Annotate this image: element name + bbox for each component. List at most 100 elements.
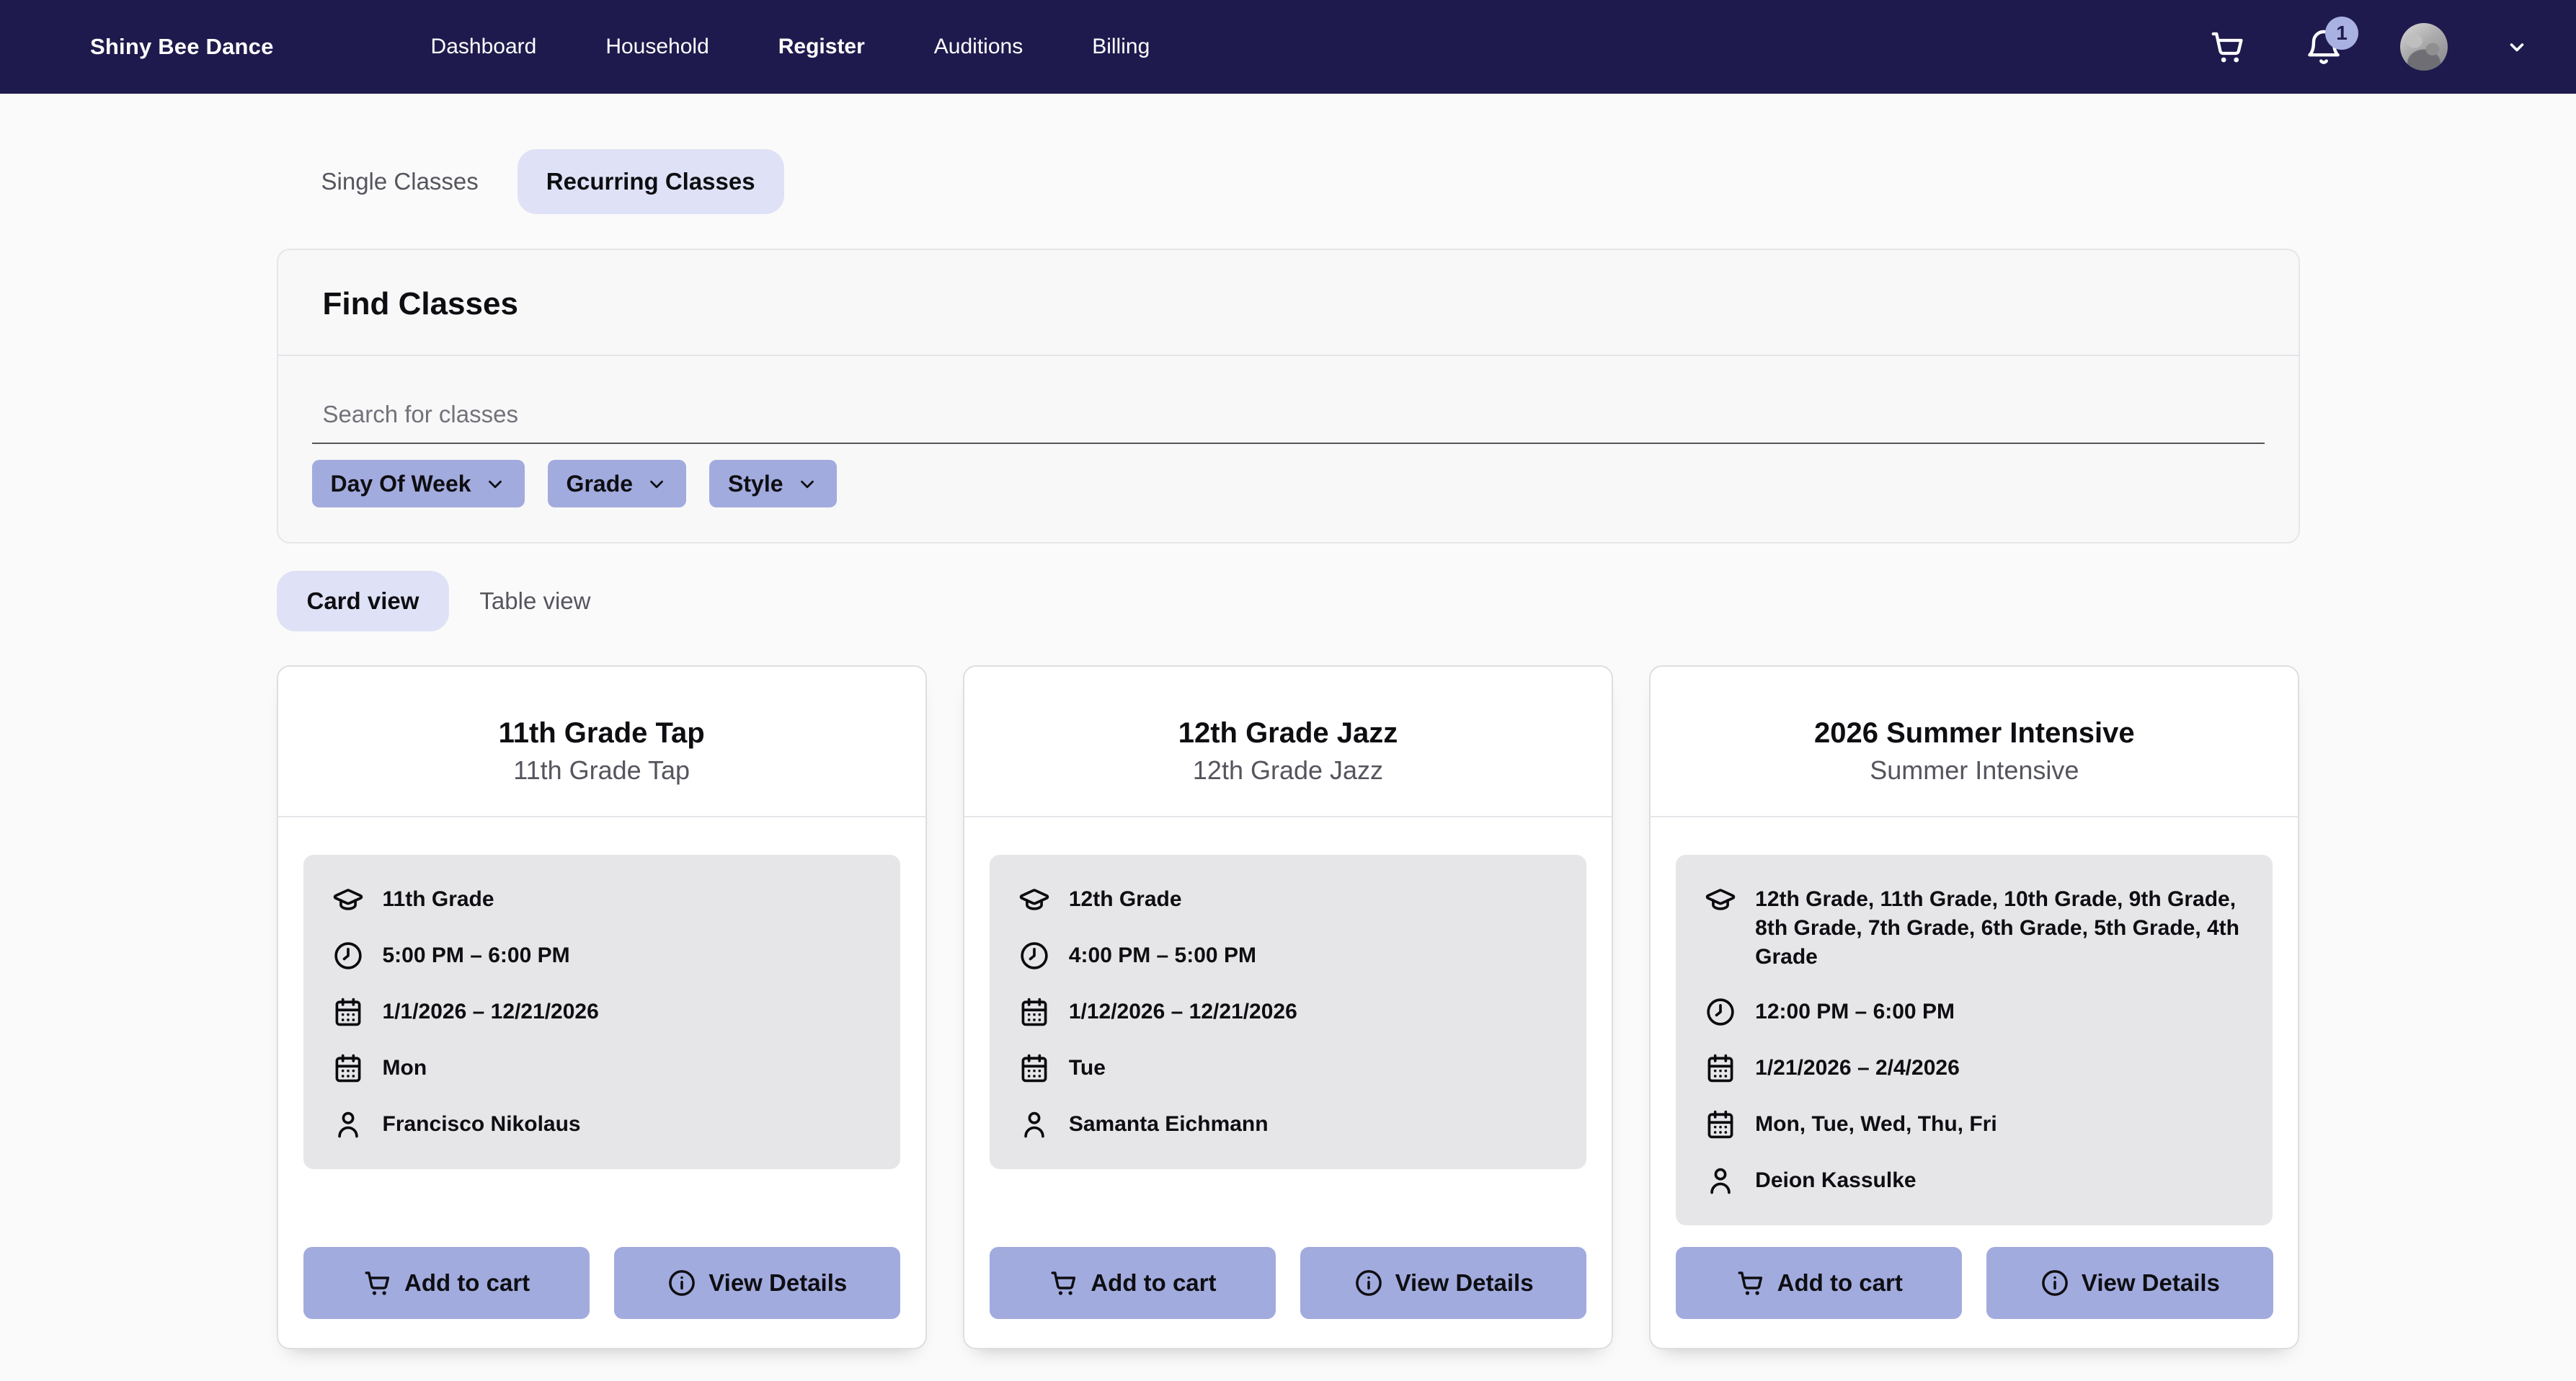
- detail-row-days: Tue: [1018, 1052, 1558, 1084]
- class-card-body: 12th Grade, 11th Grade, 10th Grade, 9th …: [1651, 817, 2298, 1348]
- class-card-header: 2026 Summer Intensive Summer Intensive: [1651, 667, 2299, 817]
- class-type-tabs: Single Classes Recurring Classes: [277, 149, 2300, 214]
- notification-count-badge: 1: [2325, 17, 2358, 50]
- class-card-header: 12th Grade Jazz 12th Grade Jazz: [964, 667, 1612, 817]
- grades-text: 12th Grade, 11th Grade, 10th Grade, 9th …: [1755, 887, 2239, 969]
- chevron-down-icon: [650, 480, 663, 489]
- cart-icon: [1738, 1271, 1762, 1295]
- grade-filter[interactable]: Grade: [547, 460, 687, 507]
- info-icon: [1355, 1270, 1382, 1296]
- detail-row-teacher: Samanta Eichmann: [1018, 1109, 1558, 1140]
- notifications-button[interactable]: 1: [2304, 17, 2358, 67]
- view-details-button[interactable]: View Details: [613, 1247, 900, 1319]
- days-text: Mon, Tue, Wed, Thu, Fri: [1755, 1112, 1997, 1136]
- panel-title: Find Classes: [322, 286, 518, 321]
- add-to-cart-button[interactable]: Add to cart: [989, 1247, 1276, 1319]
- nav-item-billing[interactable]: Billing: [1092, 35, 1150, 58]
- person-icon: [1024, 1111, 1044, 1138]
- account-menu-toggle[interactable]: [2504, 34, 2530, 60]
- class-title: 11th Grade Tap: [498, 717, 705, 749]
- card-view-toggle[interactable]: Card view: [276, 571, 450, 631]
- grades-text: 11th Grade: [382, 887, 494, 911]
- add-to-cart-button[interactable]: Add to cart: [1676, 1247, 1963, 1319]
- info-icon: [669, 1270, 696, 1296]
- day-of-week-filter[interactable]: Day Of Week: [311, 460, 525, 507]
- add-to-cart-label: Add to cart: [404, 1269, 530, 1296]
- class-cards-grid: 11th Grade Tap 11th Grade Tap 11th Grade…: [276, 665, 2300, 1381]
- find-classes-body: Day Of Week Grade Style: [278, 356, 2299, 542]
- graduation-cap-icon: [333, 889, 363, 910]
- cart-icon: [2211, 32, 2243, 63]
- filter-label: Style: [728, 470, 783, 497]
- nav-item-household[interactable]: Household: [605, 35, 709, 58]
- search-input[interactable]: [311, 386, 2265, 444]
- chevron-down-icon: [2510, 43, 2524, 52]
- calendar-icon: [335, 1054, 360, 1083]
- view-details-label: View Details: [709, 1269, 848, 1296]
- cart-button[interactable]: [2208, 27, 2247, 66]
- calendar-icon: [1707, 1054, 1733, 1083]
- graduation-cap-icon: [1019, 889, 1049, 910]
- teacher-text: Francisco Nikolaus: [382, 1112, 581, 1136]
- class-details: 12th Grade, 11th Grade, 10th Grade, 9th …: [1676, 855, 2273, 1225]
- dates-text: 1/1/2026 – 12/21/2026: [382, 1000, 599, 1023]
- brand-logo[interactable]: Shiny Bee Dance: [90, 34, 274, 59]
- cart-icon: [365, 1271, 390, 1295]
- detail-row-dates: 1/12/2026 – 12/21/2026: [1018, 996, 1558, 1028]
- class-details: 12th Grade 4:00 PM – 5:00 PM 1/12/2026 –…: [989, 855, 1587, 1169]
- detail-row-days: Mon, Tue, Wed, Thu, Fri: [1705, 1109, 2244, 1140]
- class-details: 11th Grade 5:00 PM – 6:00 PM 1/1/2026 – …: [303, 855, 900, 1169]
- clock-icon: [1707, 998, 1734, 1026]
- view-details-label: View Details: [2081, 1269, 2220, 1296]
- detail-row-teacher: Francisco Nikolaus: [332, 1109, 871, 1140]
- nav-item-dashboard[interactable]: Dashboard: [430, 35, 537, 58]
- table-view-toggle[interactable]: Table view: [449, 571, 621, 631]
- add-to-cart-button[interactable]: Add to cart: [303, 1247, 590, 1319]
- class-title: 2026 Summer Intensive: [1813, 717, 2135, 749]
- card-actions: Add to cart View Details: [989, 1225, 1587, 1319]
- info-icon: [2042, 1270, 2068, 1296]
- grades-text: 12th Grade: [1068, 887, 1182, 911]
- avatar[interactable]: [2400, 23, 2448, 71]
- class-card: 11th Grade Tap 11th Grade Tap 11th Grade…: [276, 665, 927, 1349]
- person-icon: [337, 1111, 358, 1138]
- tab-recurring-classes[interactable]: Recurring Classes: [517, 149, 784, 214]
- calendar-icon: [1021, 998, 1047, 1026]
- add-to-cart-label: Add to cart: [1777, 1269, 1903, 1296]
- detail-row-dates: 1/21/2026 – 2/4/2026: [1705, 1052, 2244, 1084]
- class-card-body: 12th Grade 4:00 PM – 5:00 PM 1/12/2026 –…: [964, 817, 1612, 1348]
- card-actions: Add to cart View Details: [1676, 1225, 2273, 1319]
- class-card: 2026 Summer Intensive Summer Intensive 1…: [1649, 665, 2300, 1349]
- detail-row-time: 5:00 PM – 6:00 PM: [332, 940, 871, 972]
- filter-label: Grade: [566, 470, 634, 497]
- detail-row-grades: 12th Grade: [1018, 884, 1558, 915]
- dates-text: 1/21/2026 – 2/4/2026: [1755, 1056, 1960, 1080]
- view-details-button[interactable]: View Details: [1986, 1247, 2273, 1319]
- main-content: Single Classes Recurring Classes Find Cl…: [276, 149, 2300, 1381]
- class-card: 12th Grade Jazz 12th Grade Jazz 12th Gra…: [962, 665, 1614, 1349]
- nav-item-register[interactable]: Register: [778, 35, 865, 58]
- detail-row-time: 4:00 PM – 5:00 PM: [1018, 940, 1558, 972]
- person-icon: [1710, 1168, 1731, 1194]
- tab-single-classes[interactable]: Single Classes: [293, 149, 507, 214]
- detail-row-grades: 11th Grade: [332, 884, 871, 915]
- style-filter[interactable]: Style: [709, 460, 837, 507]
- calendar-icon: [1707, 1110, 1733, 1139]
- detail-row-dates: 1/1/2026 – 12/21/2026: [332, 996, 871, 1028]
- detail-row-time: 12:00 PM – 6:00 PM: [1705, 996, 2244, 1028]
- time-text: 4:00 PM – 5:00 PM: [1068, 943, 1256, 967]
- class-card-header: 11th Grade Tap 11th Grade Tap: [277, 667, 925, 817]
- detail-row-teacher: Deion Kassulke: [1705, 1165, 2244, 1196]
- top-navbar: Shiny Bee Dance Dashboard Household Regi…: [0, 0, 2576, 94]
- clock-icon: [334, 942, 362, 969]
- view-details-button[interactable]: View Details: [1300, 1247, 1587, 1319]
- graduation-cap-icon: [1706, 889, 1736, 910]
- detail-row-days: Mon: [332, 1052, 871, 1084]
- teacher-text: Deion Kassulke: [1755, 1168, 1917, 1192]
- nav-item-auditions[interactable]: Auditions: [933, 35, 1023, 58]
- cart-icon: [1051, 1271, 1076, 1295]
- teacher-text: Samanta Eichmann: [1068, 1112, 1269, 1136]
- days-text: Mon: [382, 1056, 427, 1080]
- chevron-down-icon: [800, 480, 814, 489]
- days-text: Tue: [1068, 1056, 1106, 1080]
